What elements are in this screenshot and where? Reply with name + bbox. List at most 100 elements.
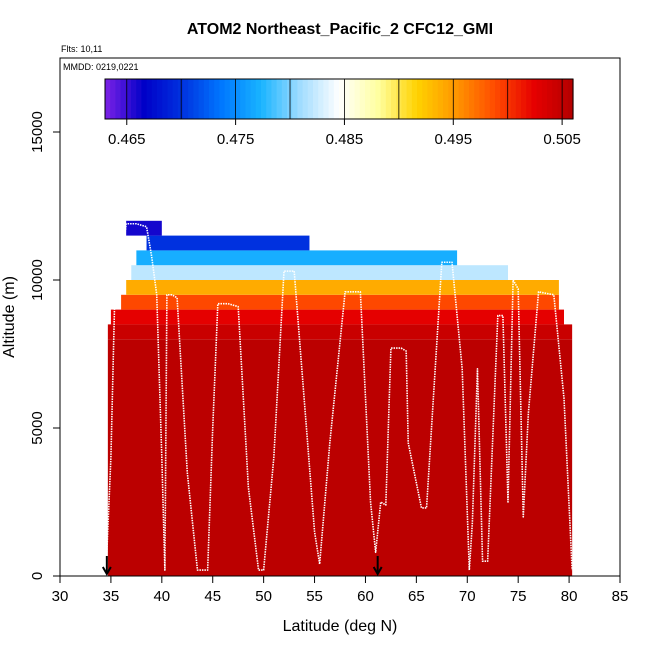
colorbar-cell [105, 79, 111, 119]
colorbar-cell [458, 79, 465, 119]
colorbar-cell [151, 79, 158, 119]
colorbar-cell [120, 79, 127, 119]
flights-label: Flts: 10,11 [61, 44, 102, 54]
chart-title: ATOM2 Northeast_Pacific_2 CFC12_GMI [187, 21, 493, 38]
colorbar-cell [307, 79, 314, 119]
x-tick-label: 30 [52, 588, 69, 605]
colorbar-cell [302, 79, 309, 119]
colorbar-cell [567, 79, 574, 119]
colorbar-cell [505, 79, 512, 119]
colorbar-cell [510, 79, 517, 119]
field-cell [146, 235, 310, 251]
x-tick-label: 35 [103, 588, 120, 605]
colorbar-tick-label: 0.505 [543, 131, 581, 148]
colorbar-cell [463, 79, 470, 119]
colorbar-cell [172, 79, 179, 119]
field-cell [121, 294, 559, 310]
colorbar-cell [479, 79, 486, 119]
colorbar-cell [484, 79, 491, 119]
colorbar-cell [255, 79, 262, 119]
colorbar-cell [469, 79, 475, 119]
colorbar-cell [521, 79, 527, 119]
colorbar-cell [365, 79, 371, 119]
colorbar-cell [219, 79, 226, 119]
colorbar-cell [240, 79, 246, 119]
colorbar-cell [562, 79, 569, 119]
colorbar-cell [547, 79, 553, 119]
flight-arrow-head [101, 566, 112, 577]
colorbar-cell [417, 79, 423, 119]
y-tick-label: 5000 [29, 411, 46, 444]
colorbar-cell [125, 79, 132, 119]
colorbar-cell [224, 79, 231, 119]
colorbar-tick-label: 0.495 [435, 131, 473, 148]
colorbar-cell [141, 79, 148, 119]
flight-arrow-head [372, 566, 383, 577]
x-tick-label: 60 [357, 588, 374, 605]
colorbar-cell [406, 79, 413, 119]
x-tick-label: 70 [459, 588, 476, 605]
colorbar-cell [432, 79, 439, 119]
x-tick-label: 80 [561, 588, 578, 605]
colorbar-cell [531, 79, 538, 119]
field-cell [107, 339, 573, 576]
colorbar-cell [427, 79, 434, 119]
field-cell [110, 309, 564, 325]
colorbar-cell [131, 79, 137, 119]
colorbar-cell [557, 79, 564, 119]
field-cell [126, 280, 559, 295]
colorbar-cell [489, 79, 496, 119]
colorbar-cell [281, 79, 288, 119]
colorbar-tick-label: 0.475 [217, 131, 255, 148]
colorbar-cell [349, 79, 356, 119]
colorbar-cell [344, 79, 350, 119]
colorbar-cell [261, 79, 267, 119]
colorbar-cell [385, 79, 392, 119]
plot-frame [59, 57, 621, 577]
y-tick-label: 0 [29, 572, 46, 580]
colorbar-cell [235, 79, 241, 119]
colorbar-cell [541, 79, 548, 119]
colorbar-cell [209, 79, 215, 119]
flight-track-line [106, 222, 573, 571]
colorbar-cell [203, 79, 210, 119]
colorbar-cell [167, 79, 174, 119]
colorbar-cell [380, 79, 387, 119]
colorbar-frame [104, 78, 574, 120]
colorbar-tick-label: 0.465 [108, 131, 146, 148]
colorbar-cell [229, 79, 236, 119]
field-cell [107, 324, 573, 340]
field-cell [136, 250, 458, 266]
colorbar-cell [401, 79, 408, 119]
colorbar-cell [391, 79, 397, 119]
colorbar-cell [297, 79, 304, 119]
colorbar-cell [411, 79, 418, 119]
colorbar-cell [318, 79, 324, 119]
colorbar-cell [328, 79, 335, 119]
colorbar-cell [359, 79, 366, 119]
colorbar-cell [500, 79, 506, 119]
colorbar-cell [162, 79, 168, 119]
colorbar-cell [198, 79, 205, 119]
colorbar-cell [333, 79, 340, 119]
colorbar-cell [110, 79, 116, 119]
x-tick-label: 55 [306, 588, 323, 605]
colorbar-cell [157, 79, 163, 119]
x-tick-label: 45 [204, 588, 221, 605]
colorbar-cell [276, 79, 283, 119]
colorbar-cell [271, 79, 278, 119]
y-axis-label: Altitude (m) [1, 276, 18, 358]
colorbar-cell [354, 79, 361, 119]
colorbar-tick-label: 0.485 [326, 131, 364, 148]
x-tick-label: 65 [408, 588, 425, 605]
colorbar-cell [495, 79, 501, 119]
heatmap-field [107, 220, 573, 576]
colorbar-cell [245, 79, 252, 119]
colorbar-cell [313, 79, 319, 119]
colorbar-cell [136, 79, 142, 119]
y-axis: 0 5000 10000 15000 [29, 111, 60, 580]
x-tick-label: 75 [510, 588, 527, 605]
x-tick-label: 50 [255, 588, 272, 605]
colorbar: 0.465 0.475 0.485 0.495 0.505 [104, 78, 581, 148]
